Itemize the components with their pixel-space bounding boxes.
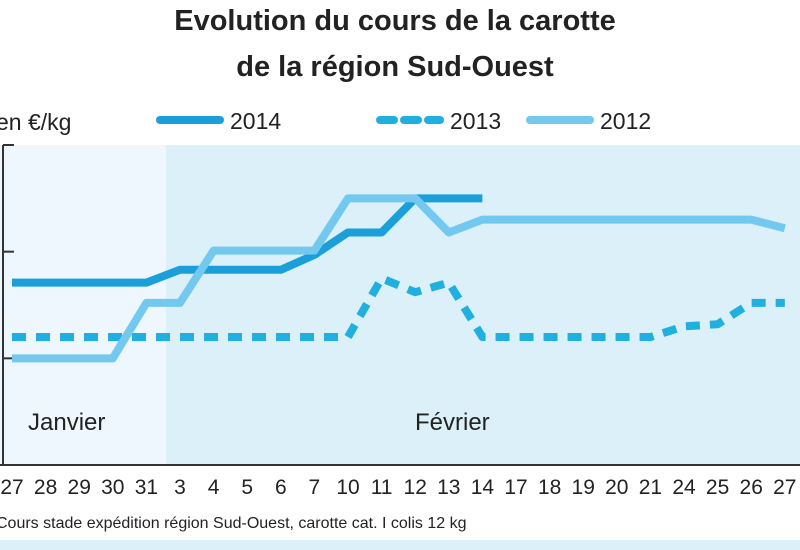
- january-band: [0, 145, 166, 465]
- unit-label: en €/kg: [0, 109, 71, 135]
- note: Cours stade expédition région Sud-Ouest,…: [0, 515, 466, 532]
- title-line: Evolution du cours de la carotte: [174, 5, 616, 37]
- x-tick-label: 21: [639, 476, 662, 499]
- legend-label: 2013: [450, 108, 501, 134]
- x-tick-label: 19: [572, 476, 595, 499]
- x-tick-label: 17: [504, 476, 527, 499]
- x-tick-label: 4: [208, 476, 220, 499]
- bottom-strip: [0, 540, 800, 550]
- x-tick-label: 24: [672, 476, 696, 499]
- x-tick-label: 20: [605, 476, 628, 499]
- x-tick-label: 3: [174, 476, 186, 499]
- x-tick-label: 26: [740, 476, 763, 499]
- x-tick-label: 25: [706, 476, 729, 499]
- x-tick-label: 7: [309, 476, 321, 499]
- x-tick-label: 30: [101, 476, 124, 499]
- series-line: [12, 194, 483, 287]
- title-line: de la région Sud-Ouest: [236, 51, 554, 83]
- x-tick-label: 13: [437, 476, 460, 499]
- x-tick-label: 12: [404, 476, 427, 499]
- series-line: [12, 194, 786, 363]
- x-tick-label: 18: [538, 476, 561, 499]
- series-line: [12, 274, 785, 341]
- x-tick-label: 11: [371, 476, 393, 499]
- x-tick-label: 27: [773, 476, 796, 499]
- legend-label: 2012: [600, 108, 651, 134]
- x-tick-label: 5: [241, 476, 253, 499]
- period-label: Février: [415, 409, 490, 436]
- period-label: Janvier: [28, 409, 105, 436]
- x-tick-label: 10: [336, 476, 359, 499]
- x-tick-label: 6: [275, 476, 287, 499]
- x-tick-label: 14: [471, 476, 495, 499]
- legend-label: 2014: [230, 108, 281, 134]
- x-tick-label: 28: [34, 476, 57, 499]
- x-tick-label: 31: [135, 476, 158, 499]
- x-tick-label: 27: [0, 476, 23, 499]
- x-tick-label: 29: [68, 476, 91, 499]
